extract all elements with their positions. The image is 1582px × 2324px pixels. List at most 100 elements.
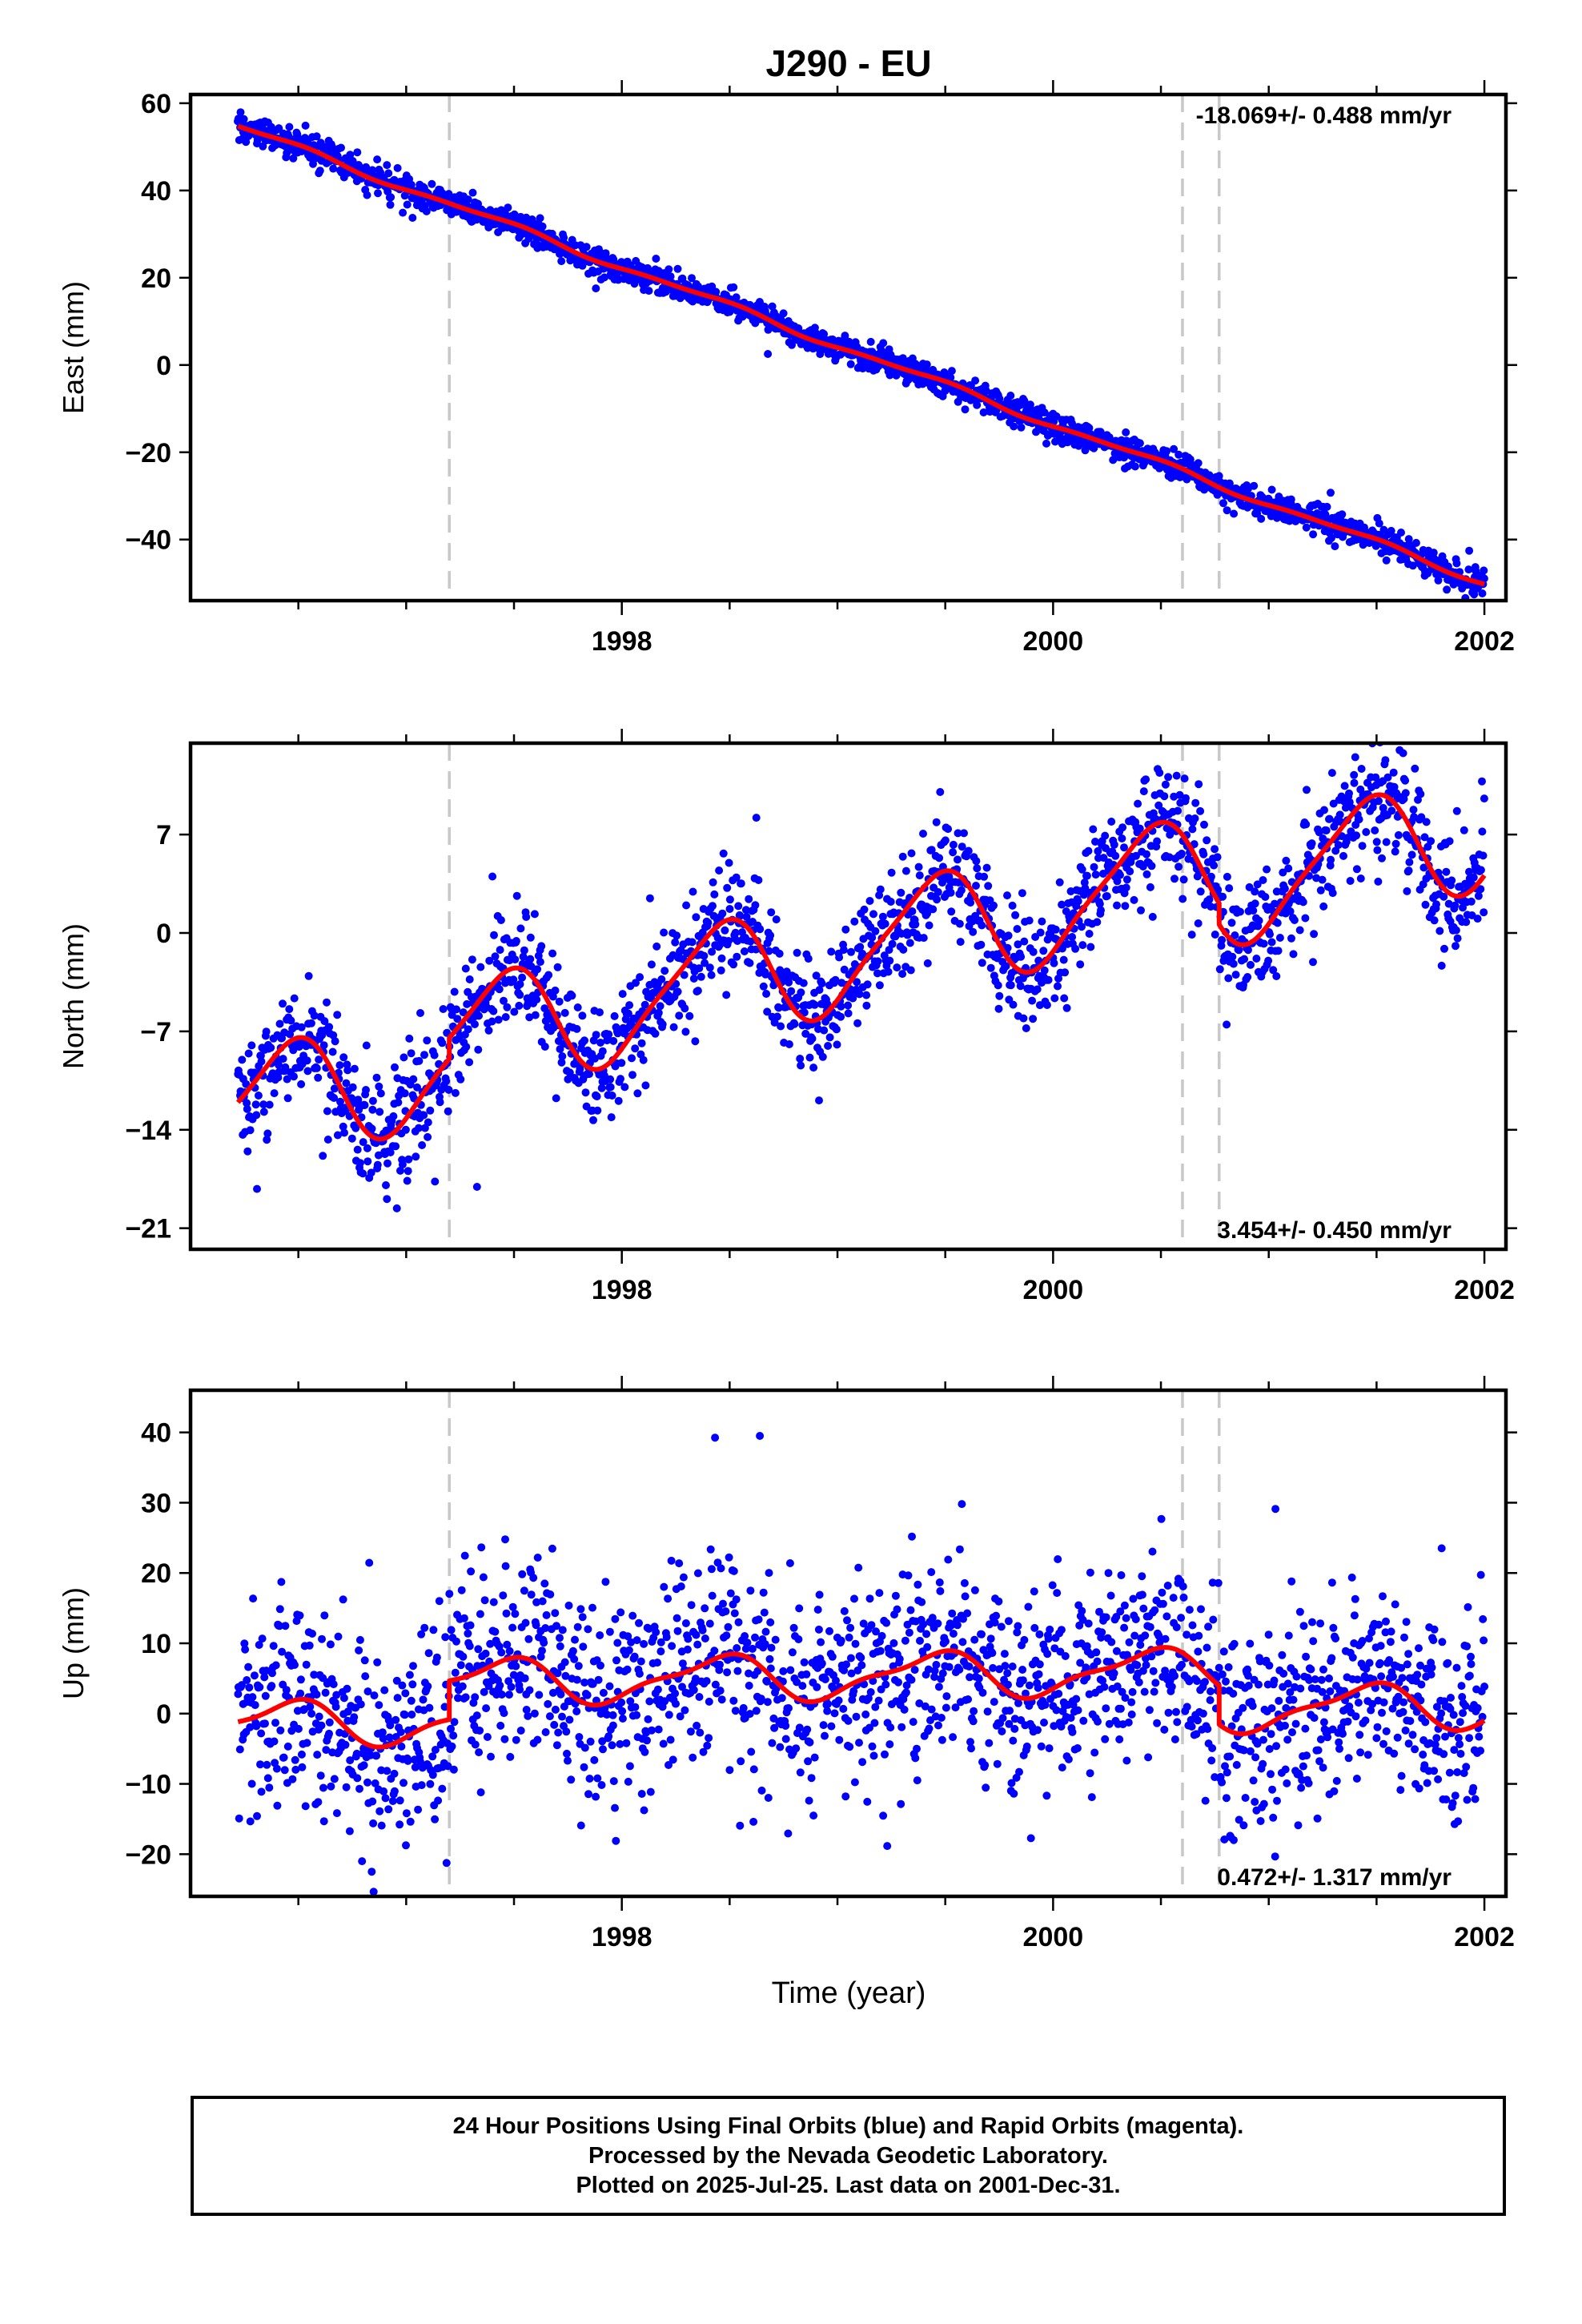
up-data-point [296, 1675, 305, 1684]
north-data-point [1345, 789, 1353, 798]
up-data-point [467, 1567, 476, 1576]
north-data-point [654, 1008, 663, 1017]
up-data-point [424, 1682, 432, 1691]
north-data-point [1042, 1001, 1051, 1009]
east-data-point [1194, 459, 1203, 468]
up-data-point [298, 1763, 307, 1771]
up-data-point [737, 1757, 745, 1766]
north-data-point [1240, 955, 1249, 963]
north-data-point [978, 959, 986, 967]
up-data-point [388, 1797, 397, 1805]
north-data-point [1476, 866, 1485, 875]
up-data-point [748, 1644, 757, 1653]
north-data-point [775, 949, 784, 958]
north-data-point [1153, 837, 1162, 846]
north-data-point [373, 1160, 382, 1169]
up-data-point [747, 1747, 756, 1756]
up-data-point [570, 1655, 579, 1663]
north-data-point [1375, 797, 1383, 806]
north-data-point [725, 905, 734, 913]
up-data-point [319, 1817, 328, 1826]
east-data-point [732, 293, 741, 302]
north-data-point [636, 973, 644, 982]
north-data-point [697, 972, 705, 981]
up-data-point [277, 1578, 286, 1586]
east-data-point [1464, 565, 1473, 574]
up-data-point [339, 1694, 348, 1703]
east-data-point [464, 195, 472, 204]
up-data-point [653, 1659, 662, 1667]
north-data-point [1178, 850, 1186, 858]
up-data-point [803, 1725, 812, 1734]
north-data-point [897, 888, 905, 897]
north-data-point [496, 946, 504, 955]
up-data-point [368, 1797, 377, 1806]
north-data-point [325, 1023, 334, 1031]
north-data-point [1142, 775, 1150, 784]
north-data-point [490, 931, 498, 939]
north-data-point [495, 985, 504, 994]
north-data-point [1091, 838, 1099, 846]
east-data-point [1257, 514, 1266, 523]
north-data-point [837, 1002, 845, 1011]
north-data-point [1170, 875, 1178, 883]
up-data-point [942, 1637, 950, 1646]
north-data-point [1058, 900, 1066, 909]
north-data-point [596, 1039, 604, 1047]
up-data-point [891, 1591, 900, 1600]
north-data-point [835, 953, 844, 962]
up-data-point [261, 1719, 269, 1728]
east-data-point [592, 284, 600, 293]
up-data-point [538, 1647, 546, 1655]
up-data-point [942, 1692, 951, 1701]
up-data-point [390, 1769, 399, 1778]
north-data-point [424, 1132, 432, 1141]
north-data-point [862, 991, 871, 999]
up-data-point [815, 1590, 824, 1599]
up-data-point [452, 1637, 460, 1646]
up-data-point [821, 1675, 829, 1683]
east-data-point [399, 208, 408, 217]
up-data-point [447, 1626, 456, 1634]
north-data-point [401, 1125, 410, 1134]
up-data-point [934, 1619, 942, 1628]
north-data-point [721, 926, 729, 935]
north-data-point [1445, 837, 1454, 846]
east-data-point [560, 233, 568, 242]
up-data-point [363, 1778, 371, 1787]
up-data-point [405, 1671, 414, 1679]
north-data-point [354, 1096, 363, 1104]
up-data-point [805, 1796, 813, 1805]
north-data-point [328, 1047, 337, 1056]
up-data-point [497, 1691, 506, 1699]
up-data-point [681, 1706, 689, 1715]
north-data-point [407, 1049, 416, 1058]
up-data-point [784, 1829, 793, 1838]
north-data-point [1013, 925, 1022, 933]
north-data-point [1194, 919, 1203, 927]
up-data-point [235, 1745, 244, 1754]
north-data-point [972, 882, 980, 890]
up-data-point [305, 1641, 314, 1650]
north-data-point [501, 1013, 510, 1021]
up-data-point [684, 1634, 693, 1643]
up-data-point [732, 1595, 741, 1604]
east-data-point [665, 265, 673, 274]
north-data-point [645, 894, 654, 903]
north-data-point [1427, 837, 1435, 846]
north-data-point [578, 1011, 587, 1020]
north-data-point [512, 891, 521, 900]
north-data-point [796, 1055, 805, 1063]
north-data-point [265, 1100, 274, 1109]
north-data-point [881, 919, 889, 928]
up-data-point [746, 1586, 755, 1595]
up-data-point [618, 1707, 627, 1715]
north-data-point [1327, 855, 1335, 864]
up-data-point [745, 1681, 753, 1690]
up-data-point [599, 1745, 607, 1754]
east-data-point [1068, 419, 1076, 428]
north-data-point [745, 895, 753, 903]
up-data-point [350, 1713, 359, 1722]
up-data-point [568, 1647, 577, 1655]
up-data-point [845, 1743, 854, 1751]
